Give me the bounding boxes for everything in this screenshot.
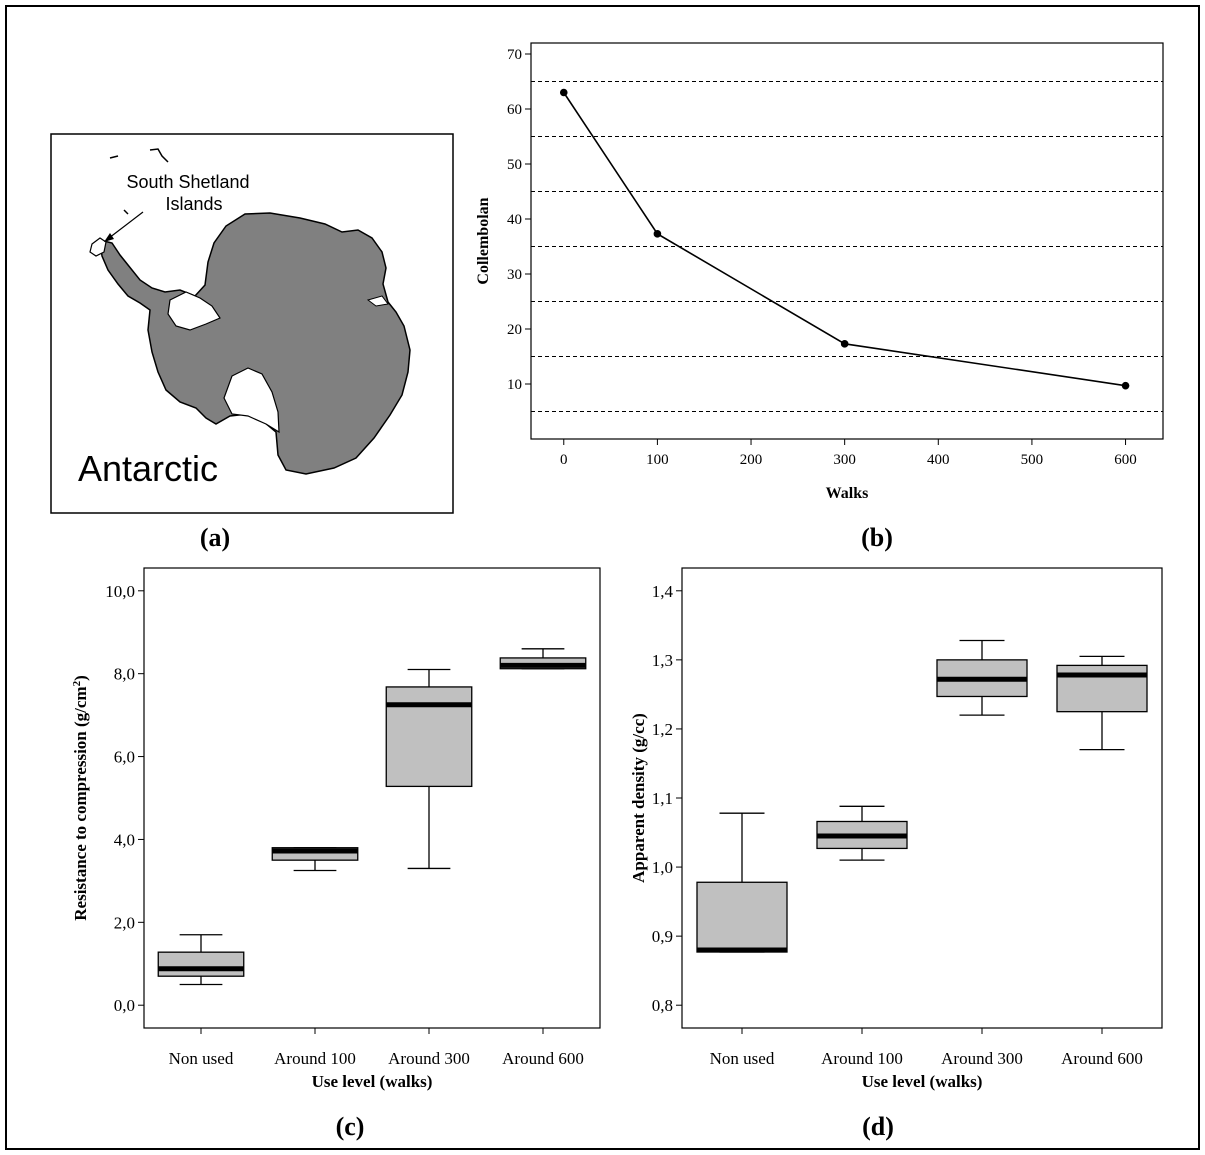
south-shetland-islands — [89, 237, 107, 257]
data-point — [1121, 381, 1130, 390]
y-tick-label: 1,2 — [652, 720, 673, 739]
plot-frame — [530, 42, 1164, 440]
y-tick-label: 1,0 — [652, 858, 673, 877]
y-tick-label: 40 — [507, 212, 522, 228]
weddell-ice-shelf — [167, 291, 221, 331]
y-tick-label: 10 — [507, 377, 522, 393]
y-tick-label: 0,8 — [652, 996, 673, 1015]
x-axis-label: Use level (walks) — [862, 1072, 983, 1091]
y-tick-label: 0,0 — [114, 996, 135, 1015]
box — [696, 881, 788, 953]
x-tick-label: 300 — [833, 452, 856, 468]
x-tick-label: Around 100 — [821, 1049, 903, 1068]
x-tick-label: Non used — [169, 1049, 234, 1068]
y-tick-label: 30 — [507, 267, 522, 283]
x-tick-label: 200 — [740, 452, 763, 468]
box — [157, 951, 245, 977]
collembolan-line-chart: 10 20 30 40 50 60 70 0 100 200 300 400 500 600 Walks Co… — [475, 42, 1164, 502]
panel-label-b: (b) — [861, 523, 893, 552]
data-point — [653, 230, 662, 238]
y-axis-label: Resistance to compression (g/cm2) — [71, 675, 90, 921]
y-tick-label: 6,0 — [114, 748, 135, 767]
map-panel: South Shetland Islands Antarctic — [50, 133, 454, 514]
density-box-plot: 0,8 0,9 1,0 1,1 1,2 1,3 1,4 Non used Around 100 A… — [629, 567, 1163, 1091]
x-tick-label: Around 600 — [502, 1049, 584, 1068]
y-tick-label: 20 — [507, 322, 522, 338]
y-tick-label: 60 — [507, 102, 522, 118]
map-title: Antarctic — [78, 448, 218, 489]
y-tick-label: 10,0 — [105, 582, 135, 601]
box — [1056, 664, 1148, 713]
series-line — [563, 92, 1126, 387]
x-tick-label: 400 — [927, 452, 950, 468]
island — [109, 155, 119, 159]
x-axis-label: Walks — [826, 485, 869, 502]
y-tick-label: 1,1 — [652, 789, 673, 808]
y-axis-label: Collembolan — [475, 197, 492, 284]
amery-ice-shelf — [366, 295, 389, 307]
y-tick-label: 1,4 — [652, 582, 674, 601]
y-tick-label: 0,9 — [652, 927, 673, 946]
y-tick-label: 50 — [507, 157, 522, 173]
antarctica-landmass — [99, 212, 411, 475]
panel-label-c: (c) — [336, 1112, 365, 1141]
panel-label-d: (d) — [862, 1112, 894, 1141]
ross-ice-shelf — [223, 367, 280, 434]
x-tick-label: 0 — [560, 452, 568, 468]
y-tick-label: 1,3 — [652, 651, 673, 670]
data-point — [559, 88, 568, 97]
x-tick-label: Around 300 — [388, 1049, 470, 1068]
data-point — [840, 340, 849, 348]
island — [149, 148, 169, 163]
callout-arrow-line — [108, 211, 144, 239]
x-tick-label: Around 300 — [941, 1049, 1023, 1068]
callout-line-2: Islands — [165, 194, 222, 214]
x-tick-label: Around 100 — [274, 1049, 356, 1068]
x-tick-label: 100 — [646, 452, 669, 468]
x-tick-label: 500 — [1021, 452, 1044, 468]
callout-line-1: South Shetland — [126, 172, 249, 192]
callout-arrow-head — [104, 233, 114, 242]
plot-frame — [681, 567, 1163, 1029]
plot-frame — [143, 567, 601, 1029]
x-axis-label: Use level (walks) — [312, 1072, 433, 1091]
y-tick-label: 2,0 — [114, 913, 135, 932]
x-tick-label: Around 600 — [1061, 1049, 1143, 1068]
compression-box-plot: 0,0 2,0 4,0 6,0 8,0 10,0 Non used Around 100 Aro… — [71, 567, 601, 1091]
x-tick-label: Non used — [710, 1049, 775, 1068]
figure-frame — [5, 5, 1200, 1150]
y-axis-label: Apparent density (g/cc) — [629, 713, 648, 883]
panel-label-a: (a) — [200, 523, 230, 552]
x-tick-label: 600 — [1114, 452, 1137, 468]
y-tick-label: 8,0 — [114, 665, 135, 684]
y-tick-label: 4,0 — [114, 830, 135, 849]
box — [385, 686, 473, 788]
y-tick-label: 70 — [507, 47, 522, 63]
island — [123, 209, 129, 215]
